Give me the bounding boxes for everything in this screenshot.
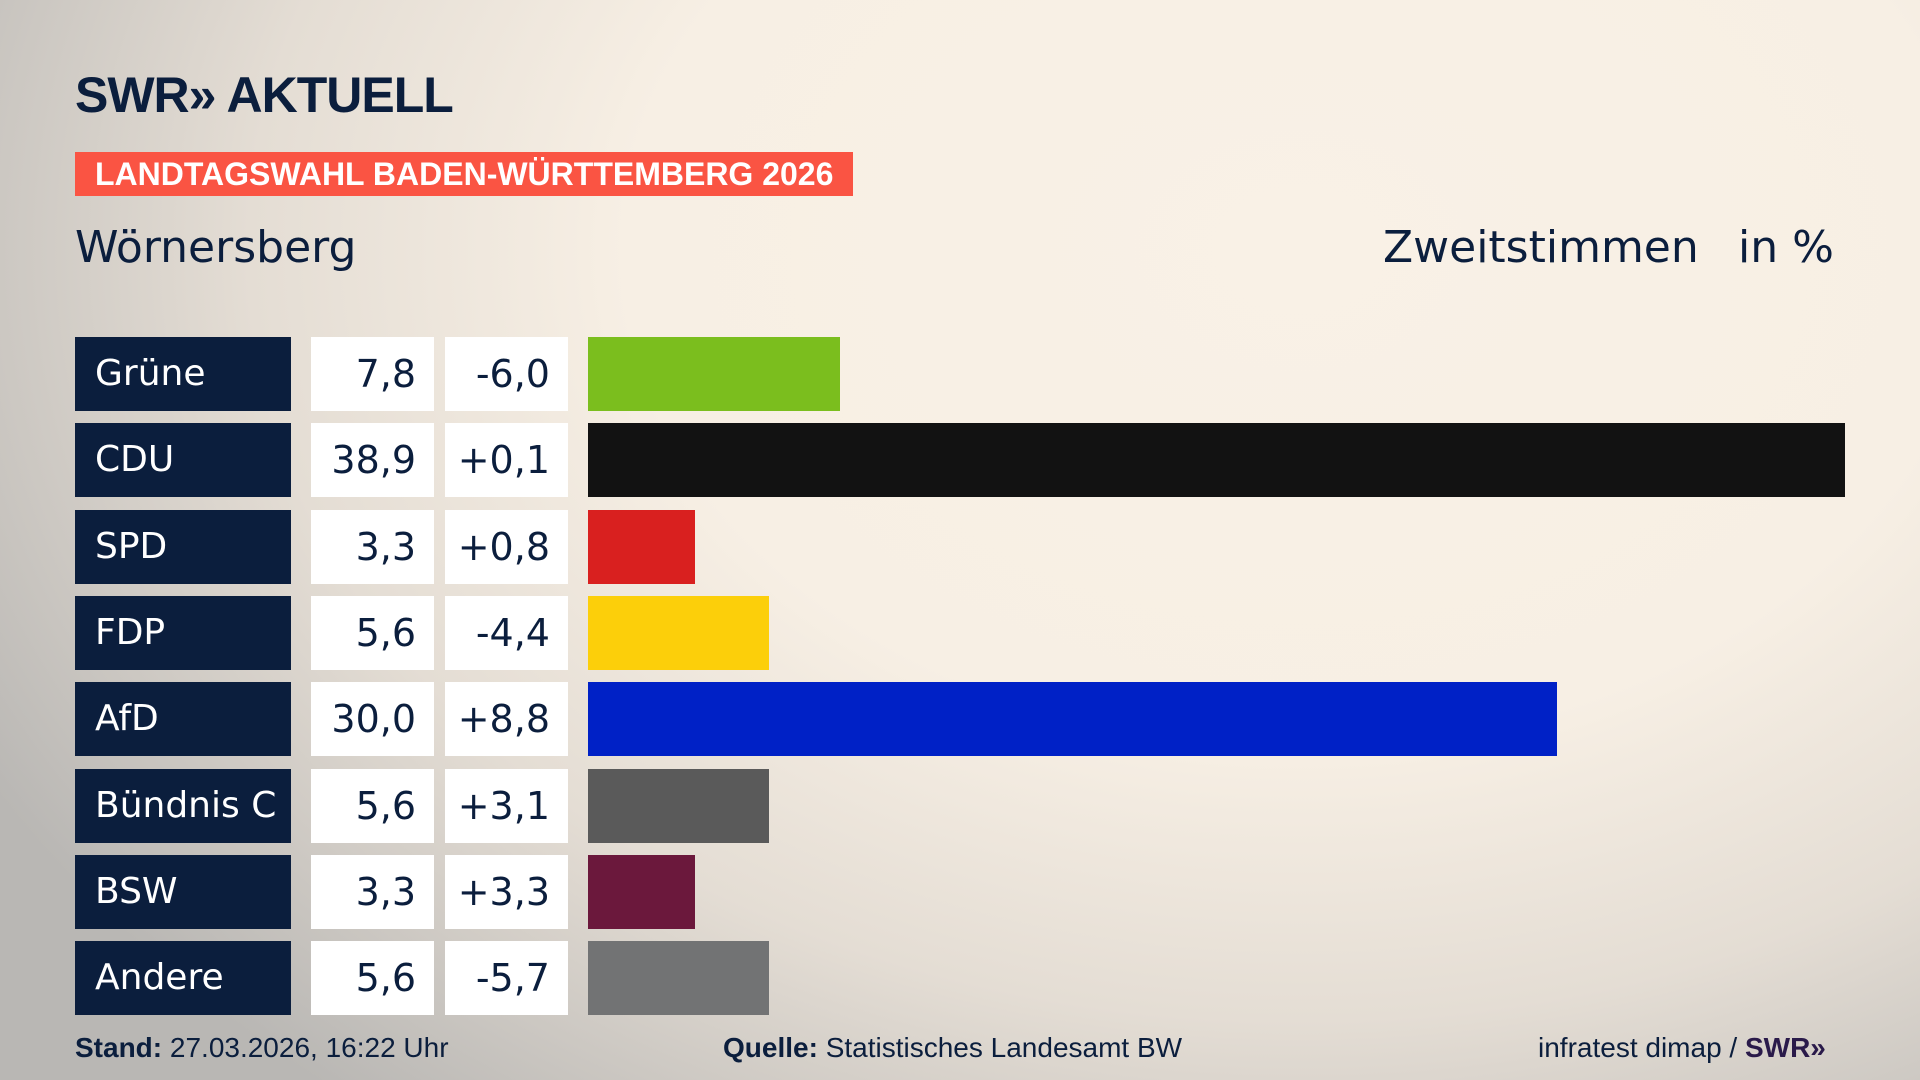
party-label: Andere <box>75 941 291 1016</box>
party-row: CDU 38,9 +0,1 <box>75 423 1875 498</box>
stand-value: 27.03.2026, 16:22 Uhr <box>169 1032 449 1063</box>
party-row: AfD 30,0 +8,8 <box>75 682 1875 757</box>
vote-share: 5,6 <box>311 595 434 670</box>
measure-label: Zweitstimmen <box>1383 222 1699 273</box>
credit: infratest dimap / SWR» <box>1538 1030 1826 1066</box>
vote-change: +0,8 <box>445 509 568 584</box>
party-bar <box>588 941 769 1016</box>
party-bar <box>588 509 695 584</box>
party-bar <box>588 682 1558 757</box>
party-bar <box>588 423 1845 498</box>
vote-share: 5,6 <box>311 941 434 1016</box>
party-label: Bündnis C <box>75 768 291 843</box>
party-label: CDU <box>75 423 291 498</box>
election-banner: LANDTAGSWAHL BADEN-WÜRTTEMBERG 2026 <box>75 152 854 196</box>
party-row: FDP 5,6 -4,4 <box>75 595 1875 670</box>
swr-logo: SWR» <box>1744 1032 1826 1063</box>
stand-label: Stand: <box>75 1032 163 1063</box>
unit-label: in % <box>1738 222 1834 273</box>
vote-share: 30,0 <box>311 682 434 757</box>
vote-change: -5,7 <box>445 941 568 1016</box>
source: Quelle: Statistisches Landesamt BW <box>723 1030 1182 1066</box>
party-label: BSW <box>75 854 291 929</box>
party-bar <box>588 854 695 929</box>
place-title: Wörnersberg <box>75 222 357 273</box>
vote-change: +3,1 <box>445 768 568 843</box>
party-bar <box>588 337 841 411</box>
party-row: Grüne 7,8 -6,0 <box>75 337 1875 411</box>
party-row: BSW 3,3 +3,3 <box>75 854 1875 929</box>
vote-share: 3,3 <box>311 854 434 929</box>
party-label: FDP <box>75 595 291 670</box>
party-label: AfD <box>75 682 291 757</box>
party-bar <box>588 595 769 670</box>
timestamp: Stand: 27.03.2026, 16:22 Uhr <box>75 1030 449 1066</box>
vote-share: 38,9 <box>311 423 434 498</box>
vote-change: +0,1 <box>445 423 568 498</box>
vote-share: 7,8 <box>311 337 434 411</box>
credit-text: infratest dimap / <box>1538 1032 1745 1063</box>
vote-share: 3,3 <box>311 509 434 584</box>
party-row: Bündnis C 5,6 +3,1 <box>75 768 1875 843</box>
source-value: Statistisches Landesamt BW <box>825 1032 1183 1063</box>
party-row: Andere 5,6 -5,7 <box>75 941 1875 1016</box>
vote-share: 5,6 <box>311 768 434 843</box>
vote-change: -4,4 <box>445 595 568 670</box>
party-row: SPD 3,3 +0,8 <box>75 509 1875 584</box>
swr-aktuell-logo: SWR» AKTUELL <box>75 67 454 123</box>
party-bar <box>588 768 769 843</box>
vote-change: -6,0 <box>445 337 568 411</box>
party-label: SPD <box>75 509 291 584</box>
vote-change: +3,3 <box>445 854 568 929</box>
source-label: Quelle: <box>723 1032 818 1063</box>
party-label: Grüne <box>75 337 291 411</box>
vote-change: +8,8 <box>445 682 568 757</box>
